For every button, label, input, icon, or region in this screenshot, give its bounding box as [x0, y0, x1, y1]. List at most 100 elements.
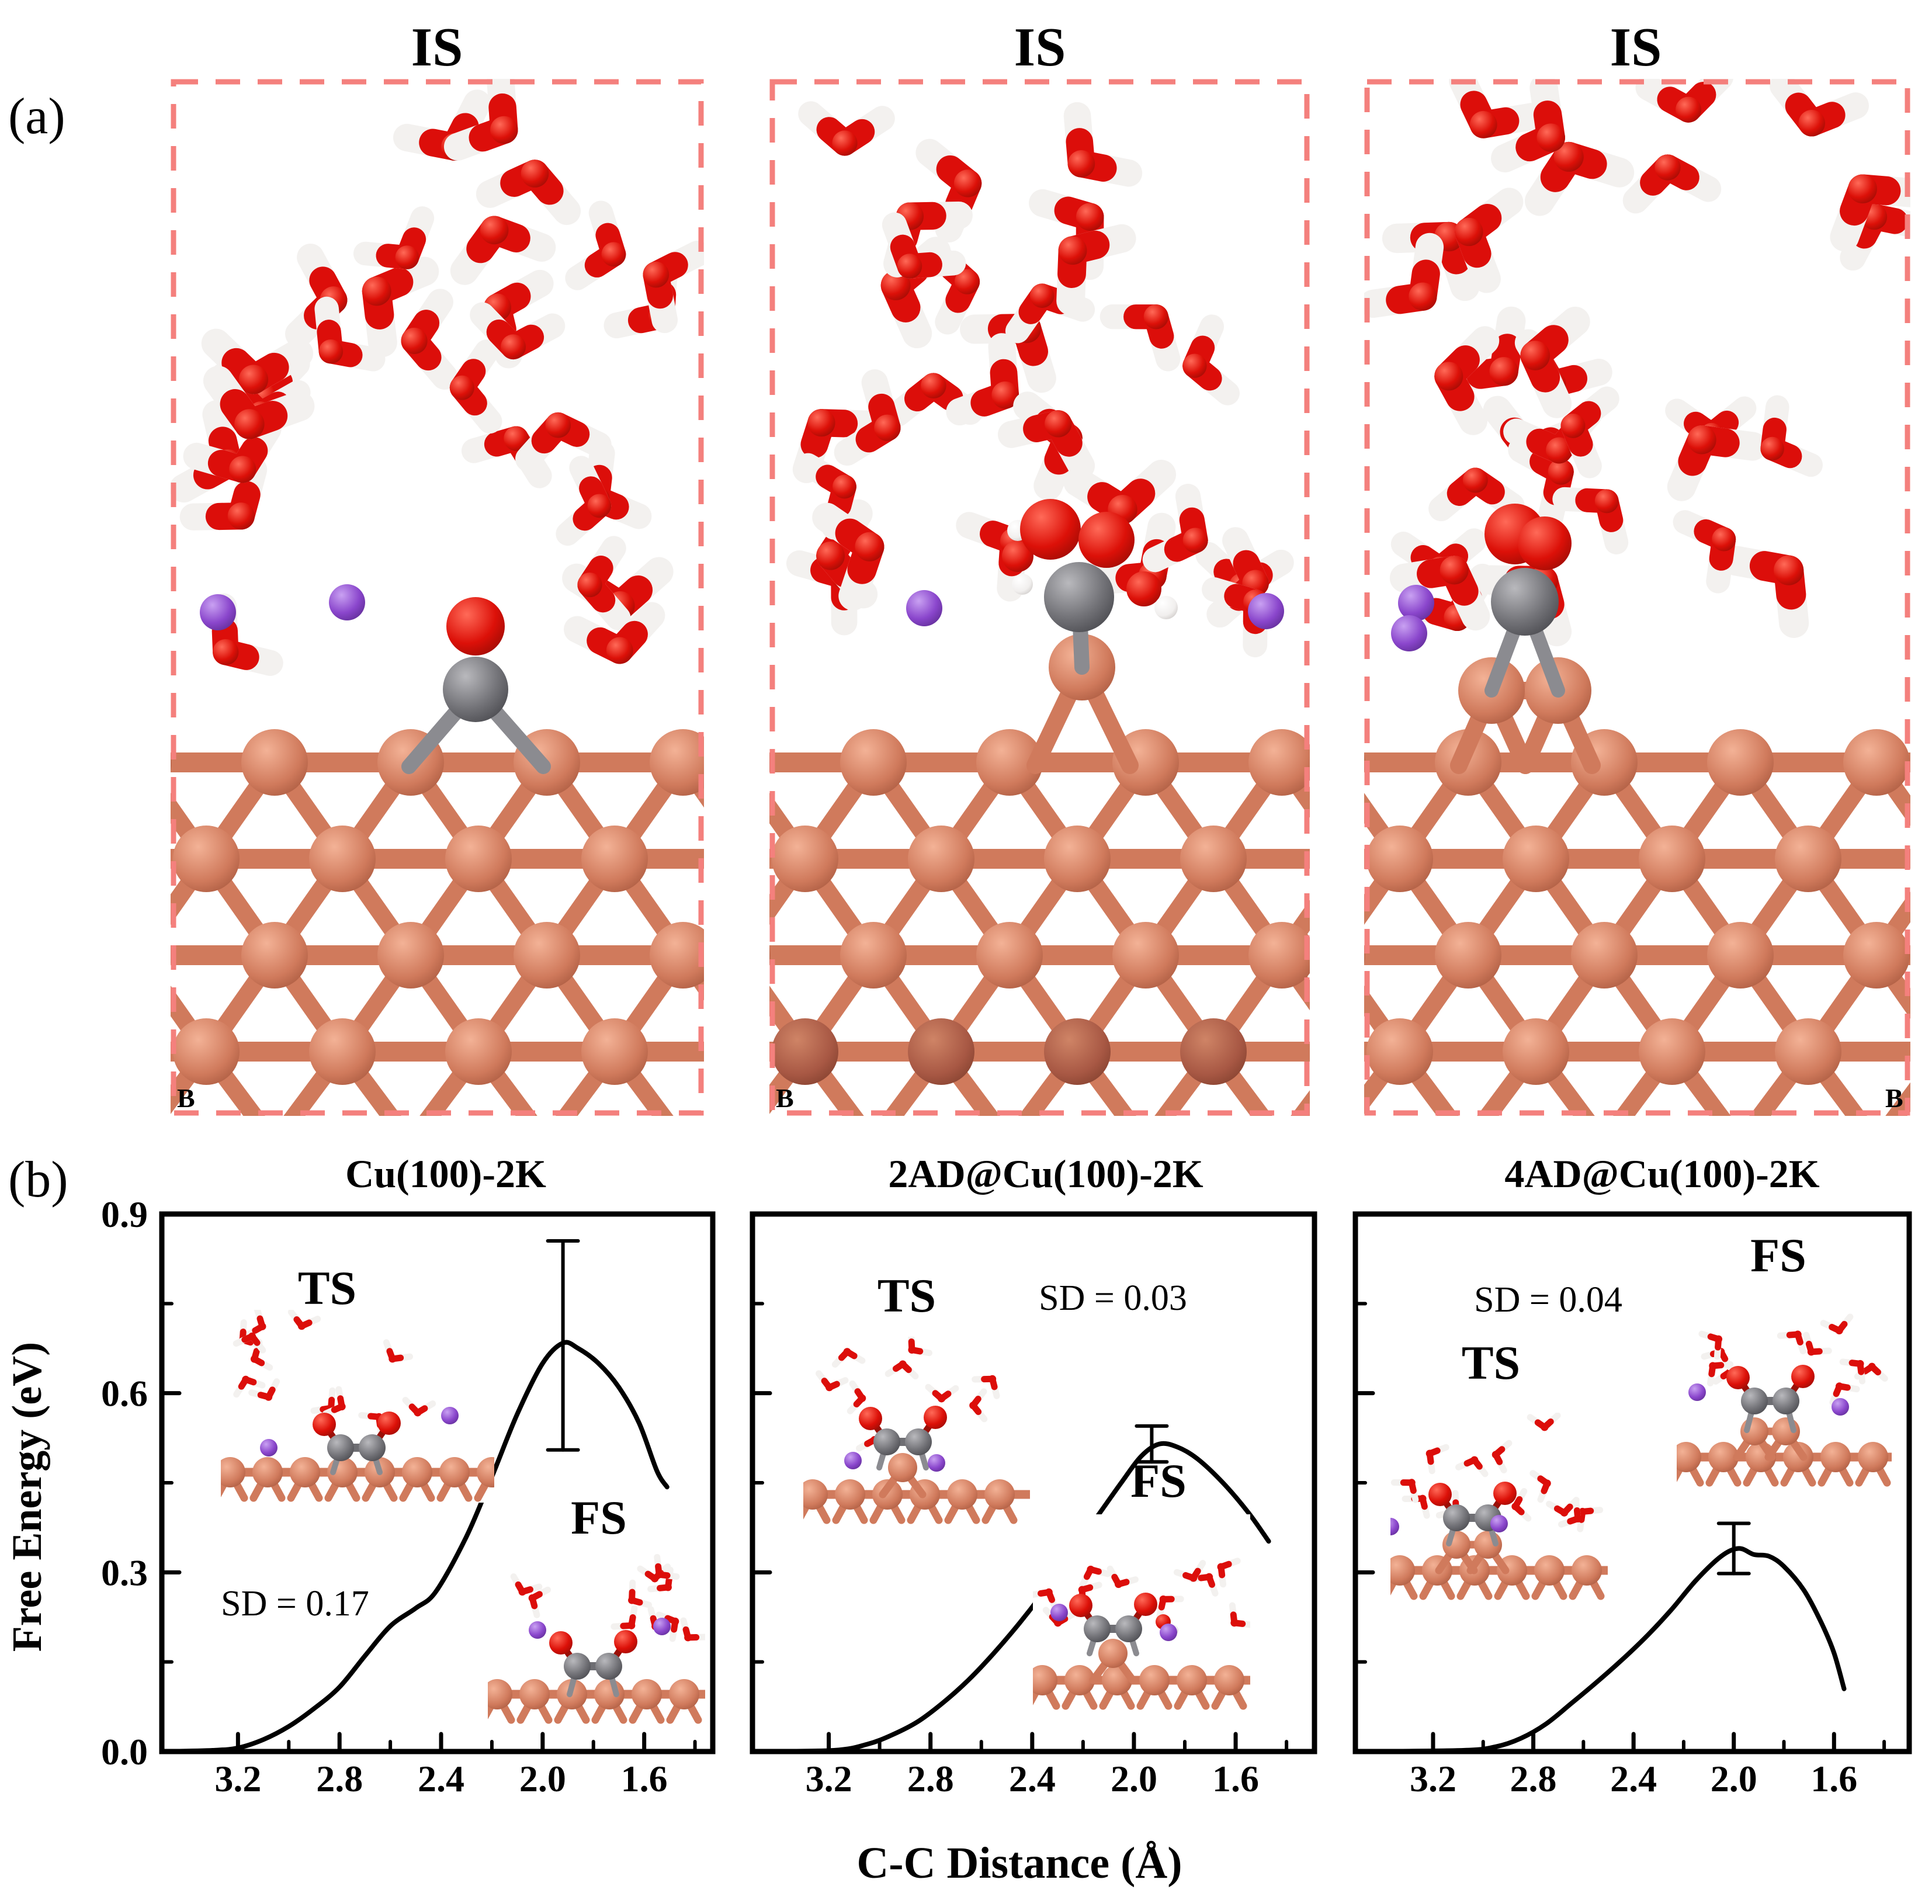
water-molecule	[515, 412, 612, 472]
oxygen-atom	[1726, 1366, 1750, 1389]
water-molecule	[1449, 79, 1545, 138]
copper-atom	[1435, 922, 1501, 989]
water-molecule	[1777, 1330, 1806, 1355]
copper-atom	[1180, 826, 1247, 892]
oxygen-atom	[1548, 459, 1574, 485]
oxygen-atom	[234, 409, 265, 439]
error-bar	[1135, 1424, 1169, 1464]
water-molecule	[847, 1380, 866, 1414]
oxygen-atom	[1868, 1362, 1876, 1371]
copper-atom	[908, 826, 974, 892]
oxygen-atom	[908, 1345, 916, 1354]
water-molecule	[1803, 1331, 1832, 1356]
chart-1-title: Cu(100)-2K	[345, 1152, 546, 1196]
water-molecule	[1490, 79, 1565, 173]
axis-ticks	[1353, 1212, 1886, 1754]
panel-a-label: (a)	[8, 88, 65, 145]
water-molecule	[1820, 1313, 1854, 1334]
copper-atom	[581, 1018, 648, 1085]
oxygen-atom	[1462, 467, 1488, 493]
potassium-ion	[1832, 1398, 1849, 1416]
copper-atom	[1033, 1665, 1057, 1695]
x-tick-label: 2.8	[1510, 1758, 1557, 1799]
carbon-atom	[327, 1434, 354, 1461]
copper-atom	[1572, 1555, 1602, 1586]
potassium-ion	[653, 1618, 671, 1635]
potassium-ion	[529, 1621, 546, 1639]
water-molecule	[1389, 556, 1490, 631]
water-molecule	[556, 456, 612, 546]
copper-atom	[1214, 1665, 1244, 1695]
oxygen-atom	[313, 1413, 336, 1436]
md-snapshot-initial-state-2: B	[769, 79, 1310, 1116]
hydrogen-atom	[1012, 574, 1033, 595]
panel-b-label: (b)	[8, 1152, 68, 1208]
oxygen-atom	[1553, 141, 1584, 172]
oxygen-atom	[843, 1348, 851, 1356]
chart-2-ts-label: TS	[877, 1269, 936, 1322]
water-molecule	[1529, 1470, 1551, 1503]
copper-atom	[1248, 922, 1310, 989]
carbon-atom	[905, 1428, 932, 1455]
x-tick-label: 2.8	[316, 1758, 363, 1799]
oxygen-atom	[643, 261, 670, 288]
adsorbate-molecule	[1002, 499, 1178, 774]
oxygen-atom	[1520, 341, 1551, 370]
copper-atom	[1390, 1555, 1415, 1586]
occo-molecule	[529, 1618, 671, 1697]
oxygen-atom	[988, 1375, 997, 1383]
water-molecule	[1229, 1602, 1250, 1628]
copper-atom	[1843, 922, 1910, 989]
water-molecule	[654, 1553, 680, 1580]
md-snapshot-initial-state-1: B	[171, 79, 704, 1116]
chart-1-sd-label: SD = 0.17	[221, 1584, 369, 1624]
oxygen-atom	[1848, 174, 1877, 204]
water-molecule	[1511, 1488, 1532, 1522]
occo-molecule	[1688, 1365, 1849, 1433]
oxygen-atom	[480, 216, 509, 245]
copper-atom	[241, 922, 308, 989]
x-tick-label: 2.4	[418, 1758, 464, 1799]
oxygen-atom	[258, 1322, 266, 1330]
water-molecule	[1182, 314, 1240, 405]
oxygen-atom	[449, 375, 474, 400]
copper-atom	[1639, 1018, 1705, 1085]
potassium-ion	[1248, 593, 1284, 629]
copper-atom	[840, 922, 907, 989]
water-molecule	[680, 1617, 705, 1642]
oxygen-atom	[1087, 1565, 1095, 1573]
oxygen-atom	[521, 159, 549, 188]
axis-ticks	[750, 1212, 1289, 1754]
oxygen-atom	[1407, 1479, 1416, 1487]
potassium-ion	[1050, 1604, 1068, 1621]
oxygen-atom	[1560, 413, 1586, 438]
copper-atom	[976, 922, 1043, 989]
oxygen-atom	[1469, 110, 1497, 138]
oxygen-atom	[1493, 1482, 1517, 1505]
water-molecule	[1830, 174, 1910, 252]
oxygen-atom	[1076, 203, 1104, 231]
water-molecule	[1520, 306, 1590, 418]
water-molecule	[449, 339, 502, 434]
error-bar	[1716, 1521, 1751, 1576]
oxygen-atom	[501, 334, 526, 360]
oxygen-atom	[921, 373, 946, 399]
water-molecule	[1698, 1330, 1723, 1360]
copper-atom	[1534, 1555, 1565, 1586]
water-molecule	[402, 1396, 436, 1417]
oxygen-atom	[238, 365, 269, 394]
water-molecule	[1099, 304, 1181, 372]
oxygen-atom	[1715, 1335, 1723, 1343]
water-molecule	[1840, 203, 1910, 271]
water-molecule	[831, 1348, 866, 1368]
oxygen-atom	[953, 169, 982, 197]
chart-3-sd-label: SD = 0.04	[1474, 1280, 1622, 1320]
carbon-atom	[1044, 562, 1114, 632]
oxygen-atom	[446, 597, 505, 656]
oxygen-atom	[614, 1630, 637, 1653]
water-molecule	[310, 1387, 336, 1414]
cu-cu-bond	[1885, 1082, 1910, 1116]
copper-atom	[840, 729, 907, 796]
x-tick-label: 2.0	[519, 1758, 566, 1799]
